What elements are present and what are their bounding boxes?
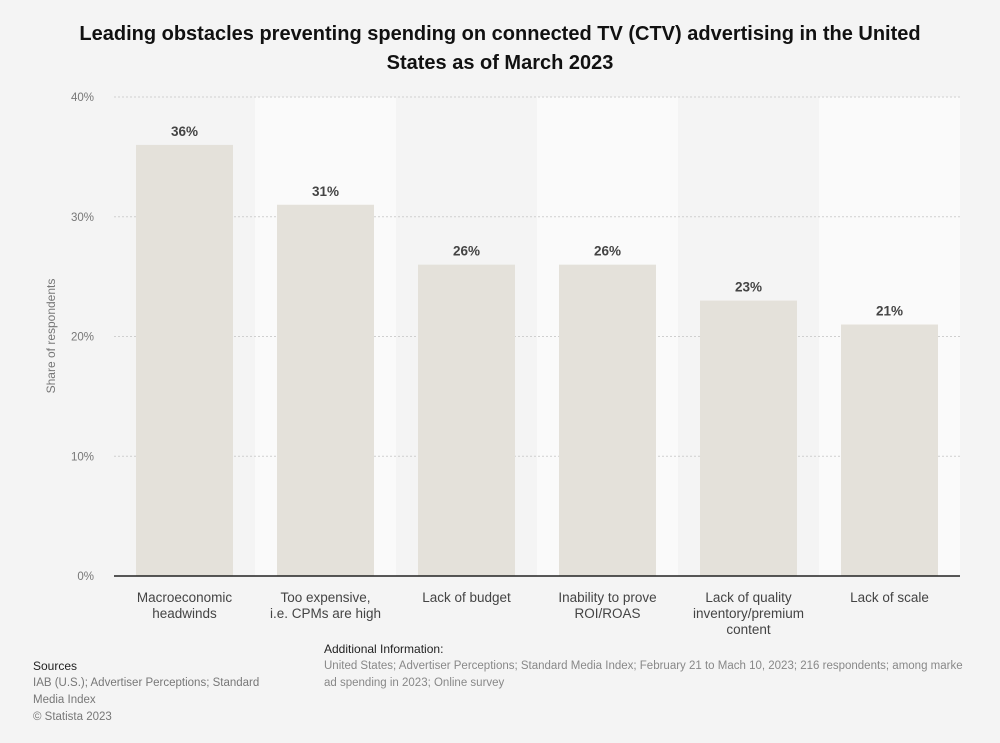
data-label: 36% (171, 124, 198, 139)
data-label: 26% (594, 244, 621, 259)
x-tick-label: Lack of scale (850, 590, 929, 605)
y-tick-label: 30% (71, 212, 94, 224)
x-tick-label: Lack of budget (422, 590, 511, 605)
y-tick-label: 10% (71, 451, 94, 463)
bar (559, 264, 656, 576)
sources-title: Sources (33, 659, 78, 673)
sources-text: IAB (U.S.); Advertiser Perceptions; Stan… (33, 677, 260, 706)
additional-line-2: ad spending in 2023; Online survey (324, 677, 505, 689)
bar (841, 324, 938, 576)
sources: Sources IAB (U.S.); Advertiser Perceptio… (33, 658, 283, 726)
y-tick-label: 0% (77, 571, 94, 583)
bar (700, 300, 797, 576)
bar (277, 204, 374, 576)
y-axis-label: Share of respondents (44, 279, 58, 394)
x-tick-label: Inability to prove ROI/ROAS (558, 590, 656, 621)
data-label: 26% (453, 244, 480, 259)
y-tick-label: 40% (71, 92, 94, 104)
x-tick-label: Macroeconomic headwinds (137, 590, 233, 621)
chart-title: Leading obstacles preventing spending on… (79, 23, 921, 74)
x-tick-label: Too expensive, i.e. CPMs are high (270, 590, 381, 621)
copyright: © Statista 2023 (33, 711, 112, 723)
y-tick-label: 20% (71, 332, 94, 344)
data-label: 21% (876, 304, 903, 319)
additional-title: Additional Information: (324, 642, 444, 656)
bar (136, 144, 233, 576)
additional-information: Additional Information: United States; A… (324, 641, 1000, 692)
x-tick-label: Lack of quality inventory/premium content (693, 590, 804, 637)
additional-line-1: United States; Advertiser Perceptions; S… (324, 660, 963, 672)
bar (418, 264, 515, 576)
data-label: 31% (312, 184, 339, 199)
data-label: 23% (735, 280, 762, 295)
